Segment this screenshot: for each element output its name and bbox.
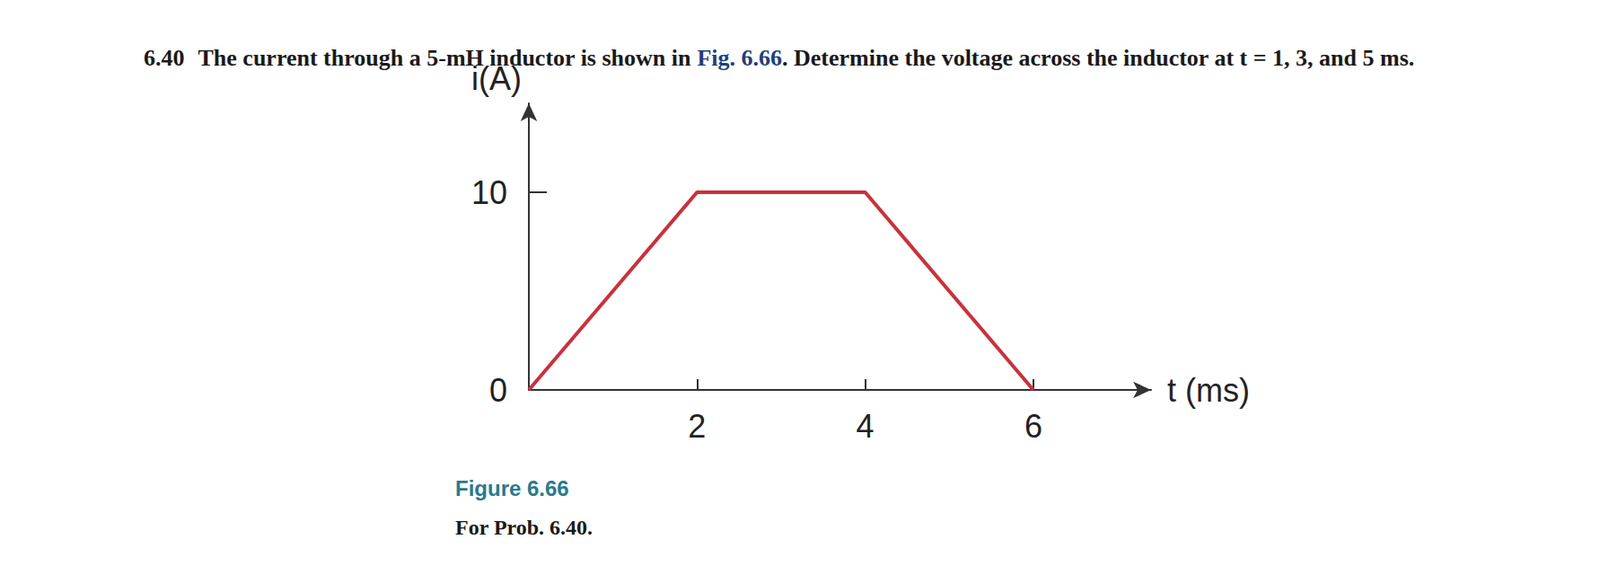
svg-text:6: 6 (1024, 407, 1043, 445)
svg-text:i(A): i(A) (471, 59, 522, 97)
svg-text:The current through a 5-mH ind: The current through a 5-mH inductor is s… (198, 44, 697, 71)
svg-text:For Prob. 6.40.: For Prob. 6.40. (455, 515, 593, 539)
svg-text:Figure 6.66: Figure 6.66 (455, 475, 570, 501)
svg-text:2: 2 (687, 407, 706, 445)
svg-text:t (ms): t (ms) (1167, 371, 1250, 409)
svg-text:. Determine the voltage across: . Determine the voltage across the induc… (782, 44, 1415, 71)
svg-text:10: 10 (471, 174, 508, 211)
svg-text:6.40: 6.40 (143, 44, 185, 71)
svg-text:Fig. 6.66: Fig. 6.66 (696, 44, 783, 71)
svg-text:0: 0 (489, 371, 508, 409)
svg-text:4: 4 (856, 407, 875, 445)
